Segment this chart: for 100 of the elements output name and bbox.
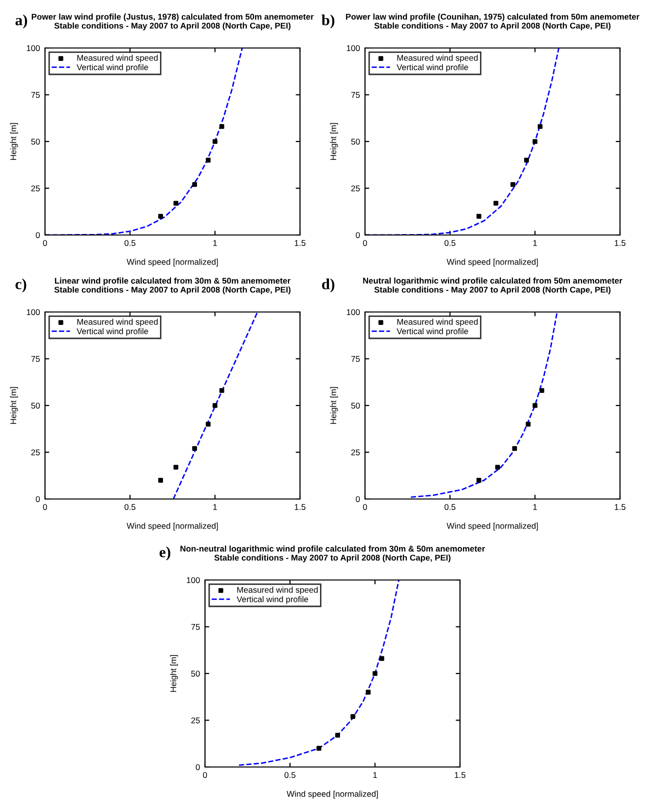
point: [532, 139, 538, 144]
y-tick-label: 50: [31, 402, 40, 409]
point: [539, 388, 544, 393]
point: [372, 671, 378, 676]
x-tick-label: 0: [43, 240, 47, 246]
y-tick-label: 100: [26, 45, 40, 52]
y-axis-title: Height [m]: [170, 655, 178, 692]
y-axis-title: Height [m]: [10, 123, 18, 160]
y-axis-title: Height [m]: [330, 387, 338, 424]
legend-label: Measured wind speed: [397, 54, 478, 62]
point: [538, 124, 542, 129]
point: [366, 690, 371, 695]
point: [158, 478, 163, 483]
y-tick-label: 75: [31, 92, 40, 98]
x-axis-title: Wind speed [normalized]: [286, 790, 378, 799]
text: c): [16, 278, 26, 292]
x-tick-label: 0.5: [444, 240, 456, 246]
legend-label: Vertical wind profile: [76, 328, 148, 336]
point: [192, 446, 197, 451]
x-axis-title: Wind speed [normalized]: [126, 258, 218, 267]
x-tick-label: 1.5: [614, 504, 626, 510]
y-tick-label: 75: [191, 624, 200, 630]
point: [512, 446, 517, 451]
x-tick-label: 1: [213, 504, 217, 510]
y-tick-label: 25: [31, 449, 40, 456]
x-tick-label: 1.5: [294, 240, 306, 246]
x-axis-title: Wind speed [normalized]: [126, 522, 218, 531]
y-tick-label: 50: [31, 138, 40, 145]
point: [219, 388, 224, 393]
y-tick-label: 25: [351, 185, 360, 192]
point: [379, 656, 384, 661]
x-tick-label: 1.5: [614, 240, 626, 246]
point: [526, 422, 531, 427]
x-axis-title: Wind speed [normalized]: [446, 258, 538, 267]
y-tick-label: 100: [26, 309, 40, 316]
point: [495, 464, 500, 470]
y-tick-label: 0: [196, 764, 200, 770]
point: [316, 746, 322, 751]
line-series: [238, 580, 400, 766]
point: [510, 182, 516, 187]
x-axis-title: Wind speed [normalized]: [446, 522, 538, 531]
point: [174, 200, 178, 206]
y-tick-label: 0: [356, 232, 360, 238]
text: e): [160, 546, 170, 560]
y-tick-label: 100: [346, 309, 360, 316]
legend-label: Measured wind speed: [237, 586, 318, 594]
legend-label: Measured wind speed: [77, 54, 158, 62]
y-axis-title: Height [m]: [10, 387, 18, 424]
x-tick-label: 0: [363, 240, 367, 246]
y-tick-label: 25: [191, 717, 200, 724]
legend-label: Measured wind speed: [397, 318, 478, 326]
x-tick-label: 0.5: [444, 504, 456, 510]
x-tick-label: 0.5: [124, 504, 136, 510]
point: [532, 403, 538, 408]
x-tick-label: 1: [213, 240, 217, 246]
chart-title: Linear wind profile calculated from 30m & 50m anemometer Stable conditions - May 2007 to April 2008 (North Cape, PEI): [54, 278, 290, 294]
point: [174, 464, 178, 470]
point: [524, 158, 529, 163]
point: [219, 124, 224, 129]
point: [476, 478, 482, 483]
chart-title: Non-neutral logarithmic wind profile calculated from 30m & 50m anemometer Stable conditions - May 2007 to April 2008 (North Cape, PEI): [180, 546, 485, 562]
point: [494, 200, 498, 206]
x-tick-label: 1: [533, 504, 537, 510]
point: [350, 714, 356, 719]
y-tick-label: 25: [31, 185, 40, 192]
x-tick-label: 0: [43, 504, 47, 510]
point: [206, 422, 211, 427]
y-tick-label: 0: [36, 232, 40, 238]
x-tick-label: 0.5: [124, 240, 136, 246]
x-tick-label: 1.5: [454, 772, 466, 778]
point: [212, 403, 218, 408]
legend-label: Vertical wind profile: [396, 328, 468, 336]
y-tick-label: 75: [31, 356, 40, 362]
point: [192, 182, 197, 187]
point: [335, 732, 340, 738]
x-tick-label: 0.5: [284, 772, 296, 778]
y-axis-title: Height [m]: [330, 123, 338, 160]
y-tick-label: 100: [346, 45, 360, 52]
x-tick-label: 0: [363, 504, 367, 510]
y-tick-label: 50: [351, 402, 360, 409]
chart-title: Power law wind profile (Counihan, 1975) calculated from 50m anemometer Stable conditions - May 2007 to April 2008 (North Cape, PEI): [346, 14, 640, 30]
x-tick-label: 0: [203, 772, 207, 778]
y-tick-label: 0: [36, 496, 40, 502]
y-tick-label: 75: [351, 356, 360, 362]
chart-title: Power law wind profile (Justus, 1978) calculated from 50m anemometer Stable conditions - May 2007 to April 2008 (North Cape, PEI): [32, 14, 314, 30]
x-tick-label: 1.5: [294, 504, 306, 510]
text: a): [15, 14, 28, 28]
y-tick-label: 50: [351, 138, 360, 145]
chart-title: Neutral logarithmic wind profile calculated from 50m anemometer Stable conditions - May 2007 to April 2008 (North Cape, PEI): [363, 278, 622, 294]
text: b): [322, 14, 334, 28]
point: [476, 214, 482, 219]
point: [212, 139, 218, 144]
text: d): [322, 278, 334, 292]
x-tick-label: 1: [533, 240, 537, 246]
y-tick-label: 50: [191, 670, 200, 677]
legend-label: Vertical wind profile: [396, 64, 468, 72]
y-tick-label: 0: [356, 496, 360, 502]
y-tick-label: 25: [351, 449, 360, 456]
x-tick-label: 1: [373, 772, 377, 778]
y-tick-label: 100: [186, 577, 200, 584]
